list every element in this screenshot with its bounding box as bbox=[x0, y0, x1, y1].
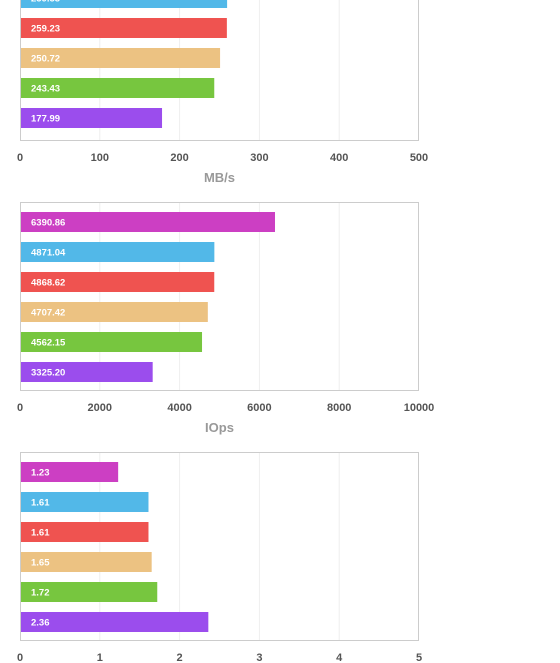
chart-1-tick-label: 6000 bbox=[247, 402, 271, 414]
chart-0-axis-title: MB/s bbox=[204, 170, 235, 185]
chart-2-bar bbox=[21, 462, 119, 482]
chart-1-bar-label: 4868.62 bbox=[31, 278, 65, 289]
chart-1-bar bbox=[21, 362, 153, 382]
chart-0-bar bbox=[21, 108, 163, 128]
chart-0-bar bbox=[21, 0, 228, 8]
chart-2-bar bbox=[21, 522, 149, 542]
chart-2-tick-label: 1 bbox=[97, 652, 103, 663]
chart-2-bar bbox=[21, 492, 149, 512]
chart-0-bar-label: 259.23 bbox=[31, 24, 60, 35]
chart-2-bar bbox=[21, 552, 152, 572]
chart-2-bar-label: 1.72 bbox=[31, 588, 50, 599]
chart-0-bar bbox=[21, 18, 227, 38]
chart-0-tick-label: 400 bbox=[330, 152, 348, 164]
chart-2-bar bbox=[21, 612, 209, 632]
chart-1-tick-label: 0 bbox=[17, 402, 23, 414]
chart-1-axis-title: IOps bbox=[205, 420, 234, 435]
chart-2-tick-label: 4 bbox=[336, 652, 343, 663]
chart-2-bar-label: 1.61 bbox=[31, 528, 50, 539]
chart-0-bar bbox=[21, 48, 221, 68]
chart-1-bar-label: 4871.04 bbox=[31, 248, 66, 259]
chart-2-plot-area bbox=[20, 452, 419, 641]
chart-2-tick-label: 3 bbox=[256, 652, 262, 663]
chart-0-bar-label: 250.72 bbox=[31, 54, 60, 65]
chart-0-tick-label: 0 bbox=[17, 152, 23, 164]
chart-2-bar-label: 2.36 bbox=[31, 618, 50, 629]
chart-0-bar-label: 243.43 bbox=[31, 84, 60, 95]
chart-1-bar-label: 3325.20 bbox=[31, 368, 65, 379]
chart-2-tick-label: 0 bbox=[17, 652, 23, 663]
chart-1-plot-area bbox=[20, 202, 419, 391]
chart-2-bar-label: 1.23 bbox=[31, 468, 50, 479]
chart-0-tick-label: 100 bbox=[91, 152, 109, 164]
chart-1-tick-label: 8000 bbox=[327, 402, 351, 414]
chart-1-bar-label: 4707.42 bbox=[31, 308, 65, 319]
chart-2-bar-label: 1.61 bbox=[31, 498, 50, 509]
chart-2-bar bbox=[21, 582, 158, 602]
chart-1-bar bbox=[21, 242, 215, 262]
chart-1-tick-label: 4000 bbox=[167, 402, 191, 414]
chart-0-tick-label: 300 bbox=[250, 152, 268, 164]
chart-1-tick-label: 2000 bbox=[88, 402, 112, 414]
chart-1-bar bbox=[21, 332, 203, 352]
chart-1-tick-label: 10000 bbox=[404, 402, 435, 414]
chart-1-bar bbox=[21, 272, 215, 292]
chart-2-tick-label: 2 bbox=[177, 652, 183, 663]
chart-1-bar bbox=[21, 302, 208, 322]
chart-1-bar bbox=[21, 212, 275, 232]
chart-0-bar bbox=[21, 78, 215, 98]
chart-1-bar-label: 4562.15 bbox=[31, 338, 66, 349]
chart-1-bar-label: 6390.86 bbox=[31, 218, 65, 229]
chart-0-tick-label: 500 bbox=[410, 152, 428, 164]
chart-2-tick-label: 5 bbox=[416, 652, 422, 663]
chart-0-tick-label: 200 bbox=[170, 152, 188, 164]
chart-0-bar-label: 177.99 bbox=[31, 114, 60, 125]
chart-2-bar-label: 1.65 bbox=[31, 558, 50, 569]
chart-0-bar-label: 259.53 bbox=[31, 0, 60, 5]
